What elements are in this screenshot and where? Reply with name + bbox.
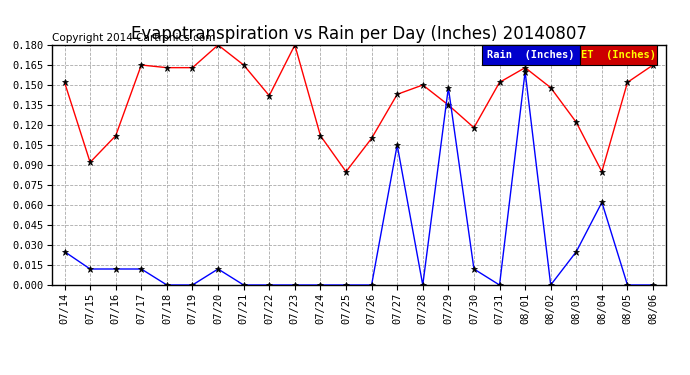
Text: Rain  (Inches): Rain (Inches) [487, 50, 575, 60]
Text: ET  (Inches): ET (Inches) [581, 50, 656, 60]
FancyBboxPatch shape [580, 45, 657, 65]
FancyBboxPatch shape [482, 45, 580, 65]
Title: Evapotranspiration vs Rain per Day (Inches) 20140807: Evapotranspiration vs Rain per Day (Inch… [131, 26, 586, 44]
Text: Copyright 2014 Cartronics.com: Copyright 2014 Cartronics.com [52, 33, 215, 43]
